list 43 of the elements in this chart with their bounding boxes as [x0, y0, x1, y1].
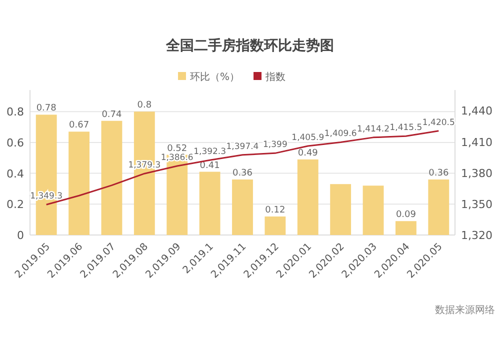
- bar: [199, 172, 220, 235]
- data-label: 0.12: [265, 205, 286, 216]
- y2-tick-label: 1,410: [461, 136, 492, 149]
- data-label: 0.8: [137, 100, 152, 111]
- data-label: 0.36: [232, 168, 253, 178]
- y2-tick-label: 1,440: [461, 104, 492, 118]
- data-label: 0.52: [167, 144, 188, 154]
- y2-tick-label: 1,320: [461, 229, 492, 242]
- y-tick-label: 0.4: [6, 167, 24, 180]
- y2-tick-label: 1,380: [461, 166, 492, 180]
- data-label: 1,392.3: [194, 147, 226, 158]
- bar: [68, 132, 90, 235]
- data-label: 0.78: [36, 104, 57, 114]
- data-label: 0.67: [69, 120, 90, 131]
- data-label: 1,409.6: [324, 129, 357, 140]
- bar: [330, 184, 352, 235]
- bar: [264, 216, 286, 235]
- legend-label: 环比（%）: [190, 71, 240, 83]
- bar: [232, 179, 253, 235]
- legend-label: 指数: [264, 71, 286, 83]
- data-label: 1,399: [263, 140, 288, 150]
- y-tick-label: 0.8: [6, 106, 24, 119]
- data-label: 1,405.9: [292, 133, 324, 144]
- data-label: 0.09: [396, 210, 416, 220]
- bar: [396, 221, 416, 235]
- y-tick-label: 0: [17, 229, 24, 242]
- data-label: 0.49: [298, 148, 318, 158]
- y-tick-label: 0.6: [6, 136, 24, 150]
- bar: [362, 186, 384, 235]
- chart-title: 全国二手房指数环比走势图: [165, 37, 334, 54]
- data-label: 0.36: [428, 168, 449, 178]
- y-tick-label: 0.2: [6, 198, 24, 212]
- text: 数据来源网络: [435, 304, 495, 316]
- bar: [101, 120, 122, 235]
- data-label: 1,414.2: [357, 124, 390, 134]
- data-label: 1,420.5: [422, 118, 455, 128]
- data-label: 1,415.5: [390, 123, 422, 134]
- y2-tick-label: 1,350: [461, 198, 492, 211]
- bar: [297, 159, 318, 235]
- data-label: 0.41: [200, 160, 220, 171]
- bar: [428, 179, 450, 235]
- data-label: 1,397.4: [226, 142, 259, 152]
- data-label: 0.74: [102, 110, 122, 120]
